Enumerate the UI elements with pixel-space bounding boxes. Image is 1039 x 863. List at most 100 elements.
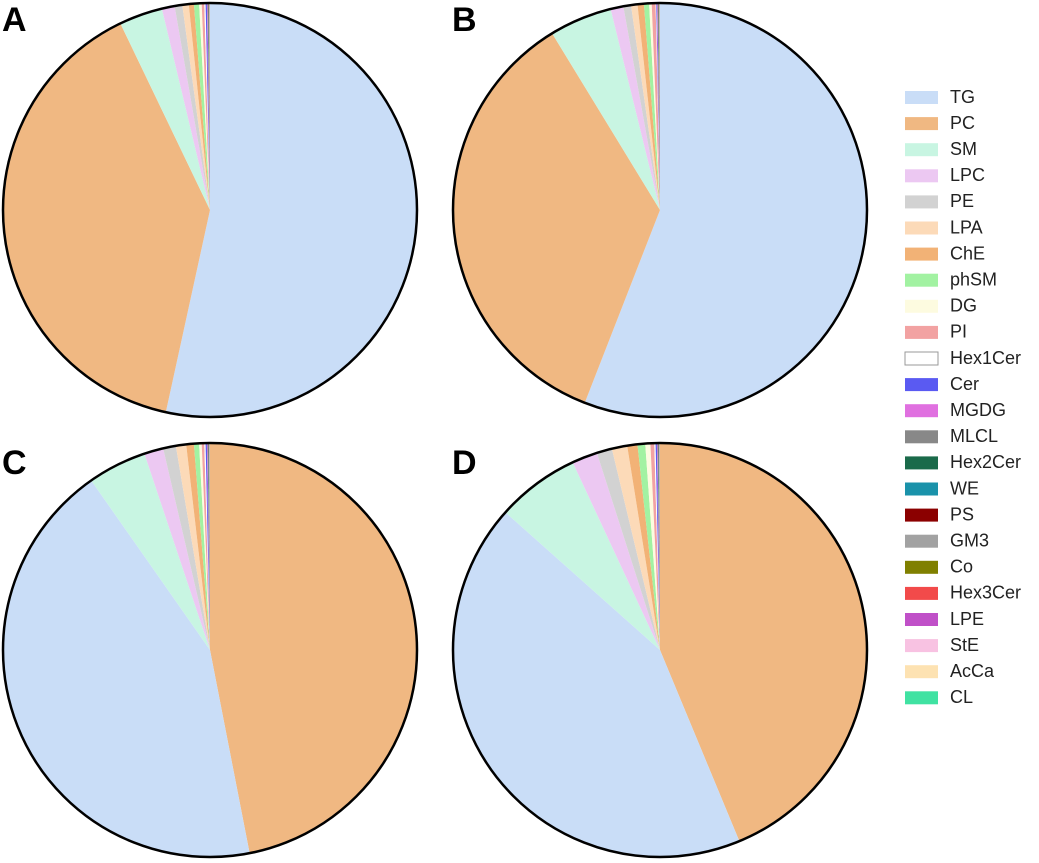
pie-slice	[659, 443, 660, 650]
pie-slice	[659, 3, 660, 211]
legend-swatch	[904, 351, 939, 366]
legend-swatch	[905, 195, 938, 209]
pie-slice	[175, 444, 210, 650]
pie-slice	[209, 443, 210, 650]
pie-slice	[658, 3, 660, 211]
legend-label: LPC	[950, 165, 985, 185]
pie-slice	[659, 443, 660, 650]
pie-slice	[205, 443, 210, 650]
pie-slice	[201, 443, 210, 650]
pie-slice	[651, 3, 660, 210]
legend-swatch	[905, 169, 938, 183]
pie-slice	[659, 3, 660, 210]
panel-label: C	[2, 444, 27, 482]
legend-swatch	[905, 91, 938, 104]
legend-swatch	[905, 586, 938, 600]
pie-slice	[572, 452, 660, 650]
legend-label: Hex1Cer	[950, 348, 1021, 368]
pie-slice	[649, 3, 660, 211]
legend-label: PE	[950, 191, 974, 211]
pie-slice	[657, 3, 660, 211]
pie-slice	[208, 3, 210, 210]
legend-swatch	[905, 665, 938, 679]
pie-slice	[655, 443, 660, 650]
pie-slice	[199, 443, 210, 650]
pie-slice	[659, 443, 660, 650]
pie-slice	[165, 3, 418, 417]
pie-slice	[650, 443, 660, 650]
pie-slice	[660, 443, 867, 842]
legend-label: SM	[950, 139, 977, 159]
pie-slice	[208, 443, 210, 650]
pie-slice	[658, 3, 660, 210]
pie-outline	[1, 441, 419, 859]
pie-slice	[623, 5, 660, 211]
pie-slice	[552, 8, 660, 210]
legend-label: Cer	[950, 374, 979, 394]
legend-swatch	[905, 299, 938, 313]
legend-swatch	[905, 560, 938, 574]
pie-slice	[186, 443, 210, 650]
pie-slice	[637, 3, 660, 211]
pie-slice	[207, 443, 210, 650]
pie-slice	[658, 443, 660, 650]
legend-swatch	[905, 273, 938, 287]
legend-label: Co	[950, 557, 973, 577]
legend-swatch	[905, 117, 938, 131]
legend-label: LPA	[950, 217, 983, 237]
pie-slice	[659, 3, 660, 210]
legend-swatch	[905, 143, 938, 157]
legend-swatch	[905, 378, 938, 392]
legend-swatch	[905, 691, 938, 705]
pie-slice	[209, 443, 210, 650]
pie-slice	[584, 3, 868, 417]
pie-outline	[451, 1, 869, 419]
pie-slice	[204, 443, 210, 650]
pie-slice	[658, 443, 660, 650]
panel-label: A	[2, 1, 27, 39]
legend-swatch	[905, 613, 938, 626]
pie-slice	[207, 3, 210, 211]
pie-slice	[654, 443, 660, 650]
legend-label: PI	[950, 322, 967, 342]
pie-slice	[210, 443, 417, 854]
pie-slice	[163, 445, 210, 650]
pie-slice	[208, 3, 210, 210]
legend-label: GM3	[950, 530, 989, 550]
legend-swatch	[905, 325, 938, 339]
pie-slice	[658, 443, 660, 650]
pie-slice	[645, 443, 660, 650]
legend-label: CL	[950, 687, 973, 707]
legend-label: phSM	[950, 269, 997, 289]
pie-slice	[453, 33, 660, 403]
pie-slice	[658, 3, 660, 210]
pie-slice	[610, 6, 660, 210]
legend-label: DG	[950, 296, 977, 316]
pie-slice	[208, 3, 210, 211]
legend-swatch	[905, 456, 938, 470]
pie-slice	[209, 443, 210, 650]
pie-slice	[193, 3, 210, 211]
pie-slice	[611, 445, 660, 650]
pie-slice	[209, 3, 210, 210]
pie-slice	[658, 3, 660, 211]
legend-label: ChE	[950, 243, 985, 263]
legend-label: WE	[950, 478, 979, 498]
pie-slice	[201, 3, 210, 211]
legend-swatch	[905, 508, 938, 522]
pie-slice	[627, 444, 660, 650]
legend-swatch	[905, 639, 938, 653]
legend-swatch	[905, 482, 938, 496]
legend-label: Hex3Cer	[950, 583, 1021, 603]
pie-slice	[3, 480, 250, 857]
pie-slice	[596, 448, 660, 650]
legend-swatch	[905, 247, 938, 261]
pie-slice	[656, 443, 660, 650]
pie-slice	[631, 4, 660, 210]
pie-slice	[161, 6, 210, 211]
pie-slice	[205, 3, 210, 211]
legend-label: MLCL	[950, 426, 998, 446]
pie-slice	[209, 3, 210, 211]
legend-label: TG	[950, 87, 975, 107]
